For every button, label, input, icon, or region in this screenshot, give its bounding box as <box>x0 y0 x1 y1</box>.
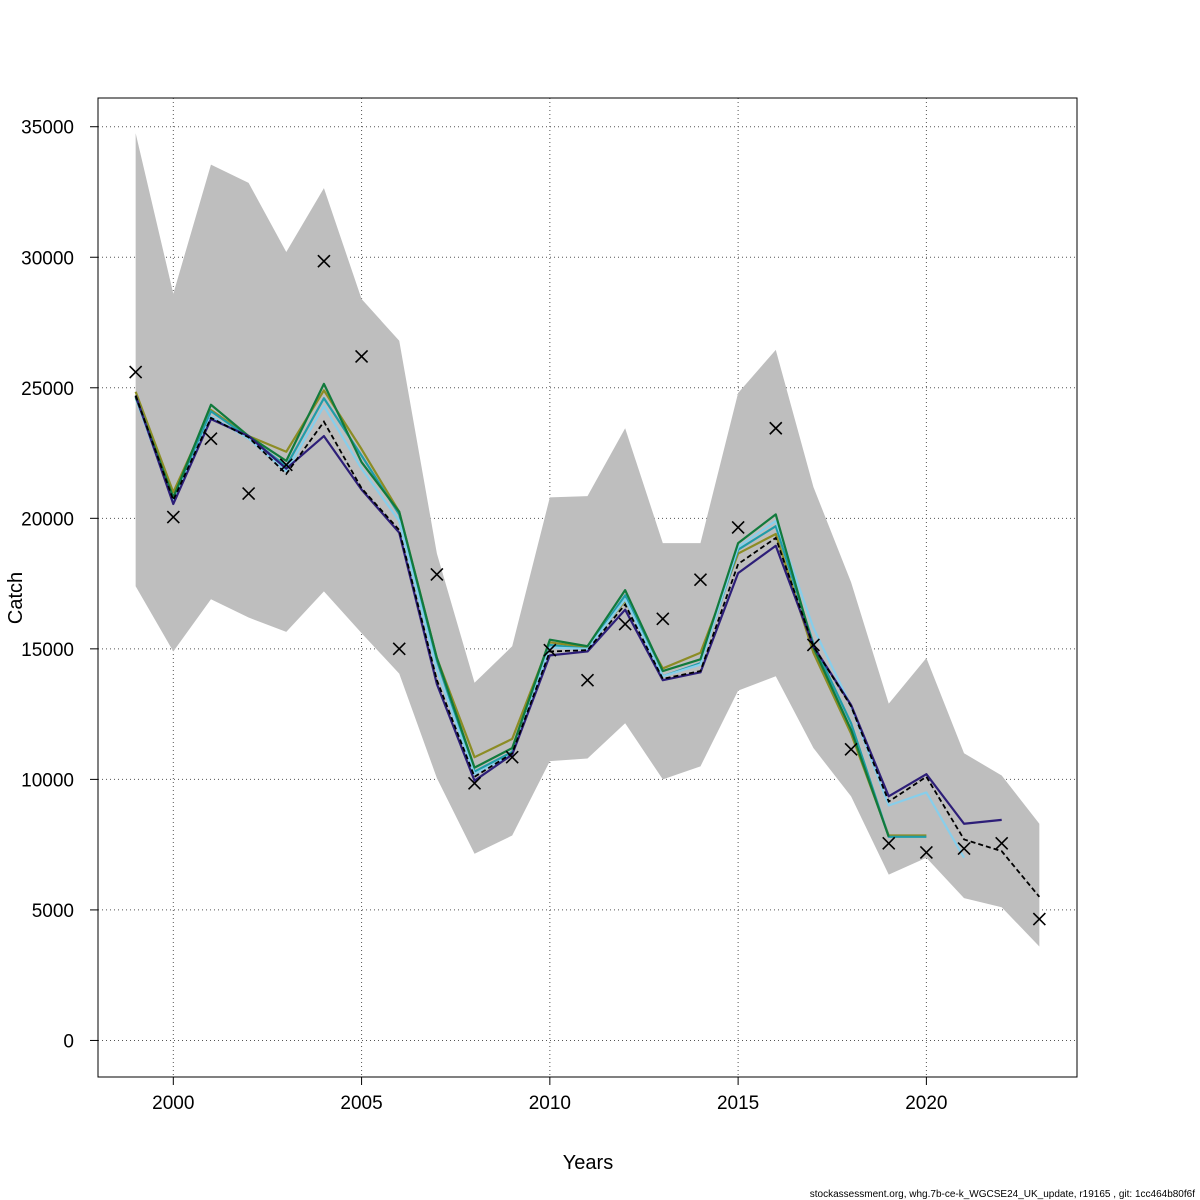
y-tick-label: 20000 <box>21 509 74 530</box>
x-tick-label: 2010 <box>529 1093 571 1114</box>
confidence-band <box>135 133 1040 947</box>
observed-point <box>242 486 256 501</box>
observed-point <box>919 845 933 860</box>
observed-point <box>166 510 180 524</box>
series-line-3 <box>134 397 965 859</box>
y-axis: 0 5000 10000 15000 20000 25000 30000 35000 <box>21 118 98 1052</box>
footer-note: stockassessment.org, whg.7b-ce-k_WGCSE24… <box>810 1189 1195 1200</box>
x-axis: 2000 2005 2010 2015 2020 <box>152 1077 948 1114</box>
observed-point <box>1032 912 1046 926</box>
observed-point <box>543 643 557 657</box>
observed-point <box>693 573 708 587</box>
observed-point <box>129 365 143 379</box>
x-tick-label: 2015 <box>717 1093 759 1114</box>
y-tick-label: 15000 <box>21 640 74 661</box>
observed-point <box>467 776 482 790</box>
series-line-4 <box>134 382 890 838</box>
confidence-band-layer <box>135 133 1040 947</box>
observed-point <box>430 567 444 582</box>
observed-point <box>618 617 632 631</box>
y-axis-title: Catch <box>5 572 27 624</box>
plot-frame <box>97 97 1078 1078</box>
observed-point <box>882 836 896 850</box>
observed-point <box>204 432 218 446</box>
observed-point <box>505 750 519 764</box>
x-tick-label: 2020 <box>905 1093 947 1114</box>
y-tick-label: 10000 <box>21 770 74 791</box>
y-tick-label: 0 <box>63 1031 74 1052</box>
observed-point <box>995 836 1009 850</box>
y-tick-label: 5000 <box>32 901 74 922</box>
observed-point <box>392 642 406 656</box>
y-tick-label: 30000 <box>21 248 74 269</box>
x-tick-label: 2000 <box>152 1093 194 1114</box>
series-lines-layer <box>134 382 1002 859</box>
observed-point <box>844 742 858 756</box>
observed-point <box>355 349 369 364</box>
x-axis-title: Years <box>563 1152 613 1174</box>
observed-point <box>279 458 293 472</box>
y-tick-label: 35000 <box>21 118 74 139</box>
estimate-line <box>134 395 1041 898</box>
observed-point <box>580 673 595 687</box>
y-tick-label: 25000 <box>21 379 74 400</box>
observed-markers-layer <box>129 254 1046 926</box>
observed-point <box>656 612 670 626</box>
estimate-line-layer <box>134 395 1041 898</box>
observed-point <box>317 254 331 268</box>
x-tick-label: 2005 <box>340 1093 382 1114</box>
observed-point <box>769 421 783 435</box>
observed-point <box>806 638 820 652</box>
observed-point <box>731 520 745 535</box>
observed-point <box>957 842 971 856</box>
